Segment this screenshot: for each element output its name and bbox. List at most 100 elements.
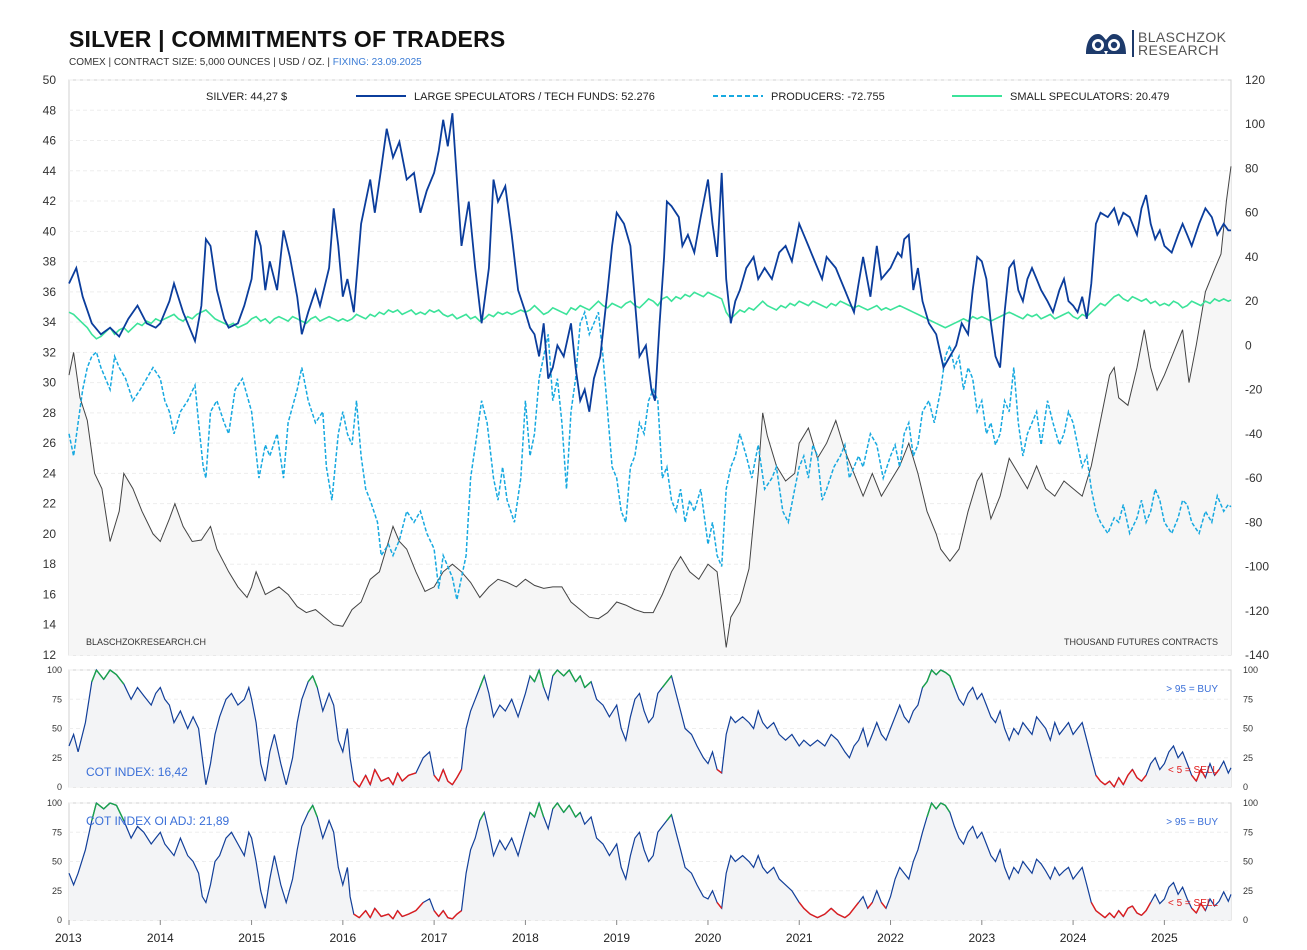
cot-index-oi-adj-buy-segment	[109, 802, 117, 806]
cot-index-buy-segment	[556, 669, 565, 677]
cot-index-sell-segment	[365, 774, 371, 785]
cot-index-right-tick: 75	[1243, 694, 1253, 704]
cot-index-right-tick: 100	[1243, 665, 1258, 675]
cot-index-sell-segment	[380, 777, 389, 782]
right-tick-label: 20	[1245, 294, 1259, 308]
logo-divider	[1132, 30, 1134, 57]
cot-index-buy-segment	[552, 669, 558, 677]
cot-index-buy-segment	[312, 675, 318, 688]
cot-index-right-tick: 50	[1243, 724, 1253, 734]
legend-label: LARGE SPECULATORS / TECH FUNDS: 52.276	[414, 91, 655, 103]
cot-index-oi-adj-sell-segment	[1113, 910, 1120, 919]
cot-index-oi-adj-sell-segment	[824, 907, 832, 915]
cot-index-sell-segment	[716, 768, 723, 774]
logo-text-line2: RESEARCH	[1138, 42, 1219, 58]
cot-index-sell-segment	[1118, 777, 1124, 786]
subtitle-text: COMEX | CONTRACT SIZE: 5,000 OUNCES | US…	[69, 57, 330, 68]
right-tick-label: 80	[1245, 161, 1259, 175]
cot-index-oi-adj-buy-segment	[95, 802, 105, 810]
cot-index-oi-adj-buy-segment	[940, 802, 946, 806]
cot-index-oi-adj-left-tick: 75	[52, 827, 62, 837]
x-tick-label: 2015	[238, 931, 265, 945]
page-title: SILVER | COMMITMENTS OF TRADERS	[69, 26, 506, 52]
cot-index-oi-adj-sell-segment	[809, 913, 818, 919]
cot-index-buy-segment	[538, 669, 545, 688]
cot-index-left-tick: 50	[52, 724, 62, 734]
cot-index-oi-adj-sell-segment	[451, 913, 458, 920]
cot-index-sell-segment	[456, 769, 463, 778]
x-tick-label: 2018	[512, 931, 539, 945]
cot-index-sell-segment	[353, 780, 360, 788]
cot-index-sell-segment	[1109, 780, 1115, 788]
cot-index-oi-adj-buy-label: > 95 = BUY	[1166, 817, 1218, 828]
cot-index-oi-adj-buy-segment	[556, 802, 565, 813]
cot-index-oi-adj-sell-segment	[837, 913, 846, 919]
right-tick-label: 0	[1245, 338, 1252, 352]
cot-index-buy-segment	[575, 675, 581, 683]
left-tick-label: 32	[43, 345, 57, 359]
cot-index-buy-segment	[940, 669, 946, 673]
right-tick-label: -120	[1245, 604, 1269, 618]
cot-index-oi-adj-sell-segment	[803, 907, 811, 915]
legend-item: SMALL SPECULATORS: 20.479	[952, 91, 1169, 103]
cot-index-sell-segment	[392, 772, 399, 785]
cot-index-oi-adj-right-tick: 50	[1243, 857, 1253, 867]
cot-index-oi-adj-sell-segment	[401, 913, 409, 918]
cot-index-oi-adj-buy-segment	[568, 805, 577, 818]
right-tick-label: -80	[1245, 515, 1263, 529]
cot-index-sell-segment	[374, 769, 382, 782]
producers-line	[68, 309, 1232, 600]
cot-index-left-tick: 0	[57, 782, 62, 792]
cot-index-oi-adj-sell-segment	[880, 902, 887, 909]
cot-index-oi-adj-sell-segment	[1191, 907, 1197, 914]
silver-price-line	[68, 166, 1232, 648]
source-label: BLASCHZOKRESEARCH.CH	[86, 637, 206, 647]
cot-index-right-tick: 25	[1243, 753, 1253, 763]
cot-index-oi-adj-buy-segment	[935, 802, 942, 810]
cot-index-oi-adj-buy-segment	[529, 811, 536, 818]
cot-index-oi-adj-sell-segment	[358, 910, 367, 919]
cot-index-sell-segment	[447, 780, 453, 786]
cot-index-oi-adj-sell-segment	[433, 910, 440, 917]
x-tick-label: 2020	[695, 931, 722, 945]
cot-index-oi-adj-sell-segment	[798, 902, 805, 909]
cot-index-oi-adj-sell-segment	[1118, 910, 1124, 917]
cot-index-oi-adj-sell-segment	[365, 910, 371, 919]
cot-index-panel: 0 0 25 25 50 50 75 75 100 100 COT INDEX: 16,42 > 95…	[47, 665, 1258, 792]
cot-index-sell-segment	[387, 777, 394, 786]
x-tick-label: 2016	[329, 931, 356, 945]
cot-index-oi-adj-right-tick: 25	[1243, 886, 1253, 896]
cot-index-right-tick: 0	[1243, 782, 1248, 792]
cot-index-left-tick: 25	[52, 753, 62, 763]
cot-index-buy-segment	[935, 669, 942, 676]
cot-index-oi-adj-sell-segment	[369, 907, 376, 918]
cot-index-oi-adj-panel: 0 0 25 25 50 50 75 75 100 100 COT INDEX OI ADJ: 21…	[47, 798, 1258, 925]
cot-index-oi-adj-sell-segment	[1195, 903, 1202, 914]
left-tick-label: 26	[43, 436, 57, 450]
cot-index-oi-adj-sell-segment	[844, 913, 850, 919]
cot-index-oi-adj-sell-segment	[1095, 910, 1101, 915]
x-tick-label: 2017	[421, 931, 448, 945]
cot-index-oi-adj-sell-segment	[1141, 910, 1147, 916]
cot-index-sell-segment	[408, 772, 417, 776]
fixing-date: FIXING: 23.09.2025	[332, 57, 422, 68]
left-tick-label: 30	[43, 376, 57, 390]
page-subtitle: COMEX | CONTRACT SIZE: 5,000 OUNCES | US…	[69, 57, 422, 68]
cot-index-sell-segment	[433, 774, 440, 782]
cot-index-sell-segment	[396, 772, 403, 782]
left-tick-label: 50	[43, 73, 57, 87]
cot-index-oi-adj-sell-segment	[387, 913, 394, 920]
right-tick-label: 120	[1245, 73, 1265, 87]
cot-index-sell-segment	[401, 774, 410, 782]
right-tick-label: -20	[1245, 383, 1263, 397]
right-tick-label: 40	[1245, 250, 1259, 264]
cot-index-sell-segment	[1214, 769, 1220, 776]
cot-index-buy-segment	[533, 669, 540, 682]
right-tick-label: 60	[1245, 206, 1259, 220]
left-tick-label: 40	[43, 224, 57, 238]
left-tick-label: 24	[43, 466, 57, 480]
cot-index-oi-adj-left-tick: 50	[52, 857, 62, 867]
legend-label: SILVER: 44,27 $	[206, 91, 287, 103]
right-tick-label: 100	[1245, 117, 1265, 131]
